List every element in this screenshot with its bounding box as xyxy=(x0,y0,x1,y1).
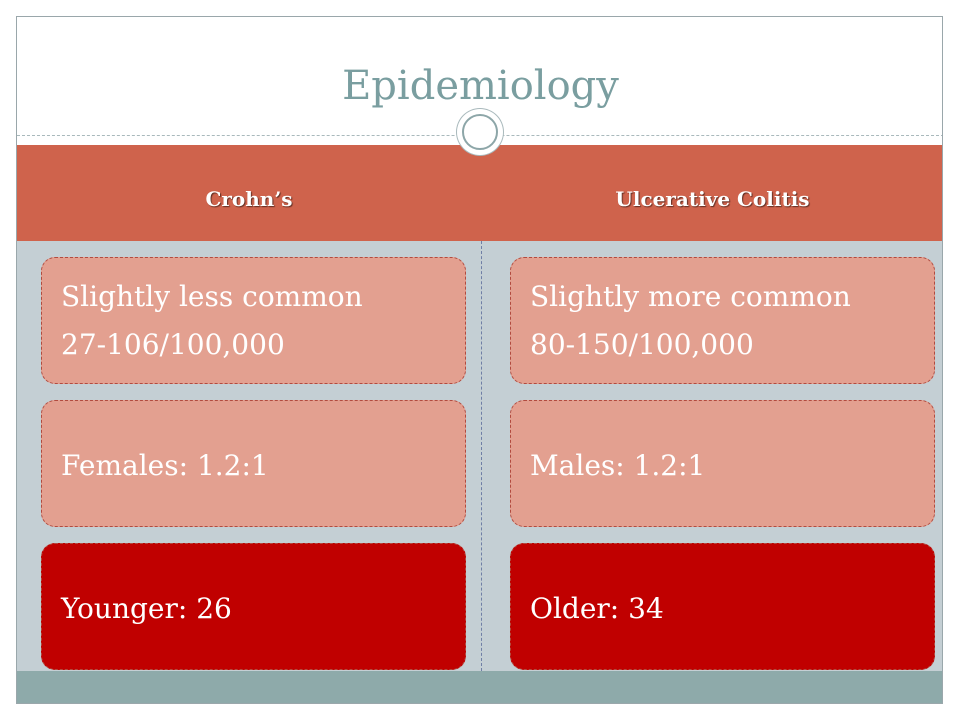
card-text: Females: 1.2:1 xyxy=(61,449,269,482)
crohns-sex-ratio-card: Females: 1.2:1 xyxy=(41,400,466,527)
card-text: Older: 34 xyxy=(530,592,664,625)
uc-age-card: Older: 34 xyxy=(510,543,935,670)
card-text: Younger: 26 xyxy=(61,592,232,625)
crohns-prevalence-card: Slightly less common 27-106/100,000 xyxy=(41,257,466,384)
card-text: 27-106/100,000 xyxy=(61,328,285,361)
uc-prevalence-card: Slightly more common 80-150/100,000 xyxy=(510,257,935,384)
slide-title: Epidemiology xyxy=(342,63,619,109)
slide: Epidemiology Crohn’s Ulcerative Colitis … xyxy=(16,16,943,704)
column-header-band: Crohn’s Ulcerative Colitis xyxy=(17,145,942,241)
card-text: 80-150/100,000 xyxy=(530,328,754,361)
card-text: Males: 1.2:1 xyxy=(530,449,706,482)
card-text: Slightly less common xyxy=(61,280,363,313)
column-header-ulcerative-colitis: Ulcerative Colitis xyxy=(615,187,810,211)
uc-sex-ratio-card: Males: 1.2:1 xyxy=(510,400,935,527)
card-text: Slightly more common xyxy=(530,280,851,313)
circle-ornament-icon xyxy=(457,109,503,155)
column-separator xyxy=(481,241,482,671)
footer-band xyxy=(17,671,942,703)
column-header-crohns: Crohn’s xyxy=(205,187,293,211)
crohns-age-card: Younger: 26 xyxy=(41,543,466,670)
